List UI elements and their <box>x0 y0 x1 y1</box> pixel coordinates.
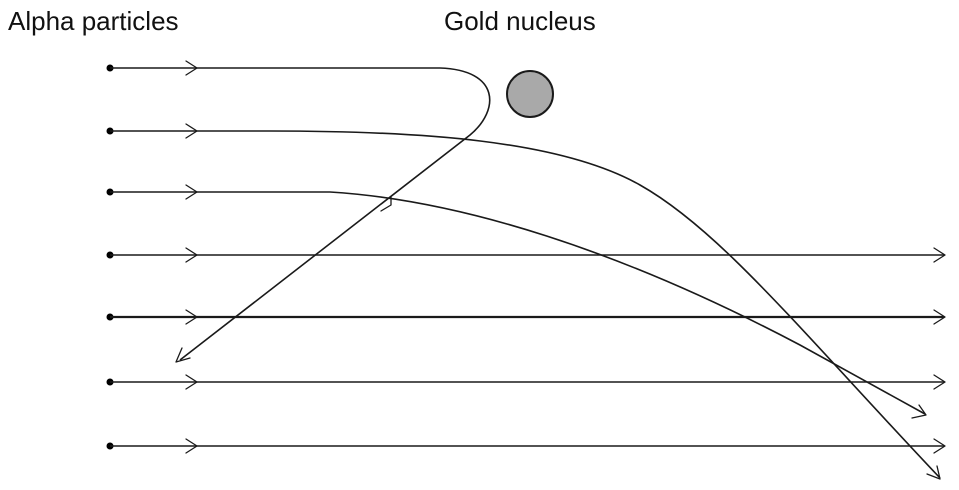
outgoing-arrow-2 <box>926 465 941 480</box>
incoming-arrow-7 <box>185 438 198 454</box>
trajectory-5-straight <box>106 309 946 325</box>
outgoing-arrow-7 <box>933 438 946 454</box>
incoming-arrow-5 <box>185 309 198 325</box>
trajectory-7-straight <box>106 438 946 454</box>
alpha-particles-label: Alpha particles <box>8 6 179 36</box>
incoming-arrow-1 <box>185 60 198 76</box>
incoming-arrow-4 <box>185 247 198 263</box>
trajectory-1-path <box>110 67 491 361</box>
trajectory-3-medium-deflection <box>106 184 927 419</box>
outgoing-arrow-3 <box>911 404 927 419</box>
trajectory-6-straight <box>106 374 946 390</box>
incoming-arrow-3 <box>185 184 198 200</box>
trajectory-1-backscatter <box>106 60 491 363</box>
trajectory-2-large-deflection <box>106 123 941 480</box>
outgoing-arrow-5 <box>933 309 946 325</box>
outgoing-arrow-4 <box>933 247 946 263</box>
trajectory-2-path <box>110 130 941 479</box>
trajectory-4-straight <box>106 247 946 263</box>
incoming-arrow-6 <box>185 374 198 390</box>
gold-nucleus <box>506 70 554 118</box>
gold-nucleus-label: Gold nucleus <box>444 6 596 36</box>
outgoing-arrow-1 <box>175 347 191 363</box>
trajectory-3-path <box>110 191 926 415</box>
outgoing-arrow-6 <box>933 374 946 390</box>
midway-arrow-1 <box>380 196 392 212</box>
incoming-arrow-2 <box>185 123 198 139</box>
